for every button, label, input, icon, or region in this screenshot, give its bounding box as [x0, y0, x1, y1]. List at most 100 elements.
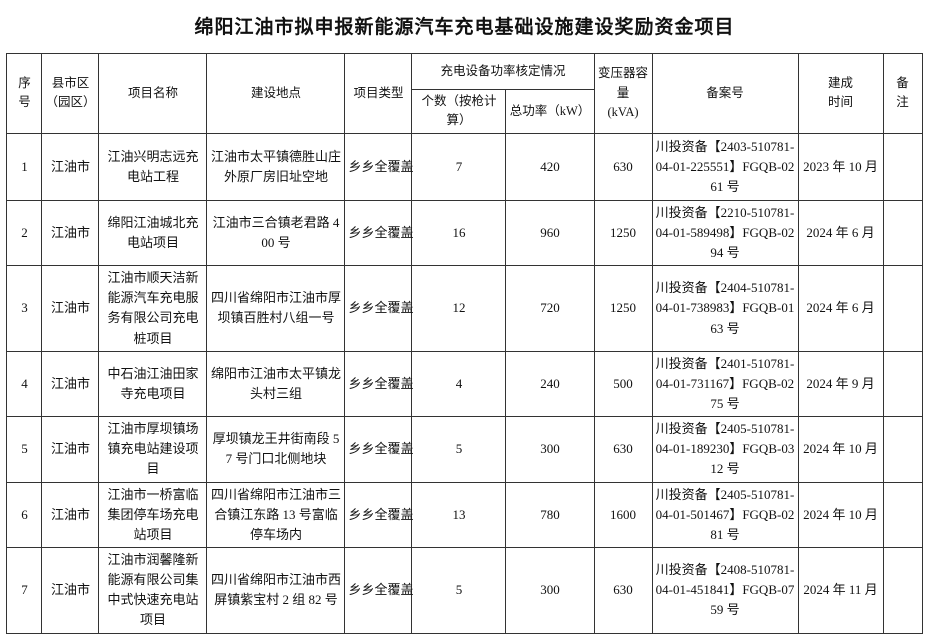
cell-filing-no: 川投资备【2403-510781-04-01-225551】FGQB-0261 …	[651, 132, 799, 201]
cell-completion: 2024 年 10 月	[797, 481, 884, 549]
cell-filing-no: 川投资备【2405-510781-04-01-189230】FGQB-0312 …	[651, 416, 799, 483]
header-location: 建设地点	[206, 53, 346, 134]
cell-transformer: 500	[593, 350, 653, 418]
cell-location: 绵阳市江油市太平镇龙头村三组	[206, 350, 346, 418]
cell-count: 4	[411, 350, 507, 418]
cell-total-power: 300	[505, 547, 595, 634]
cell-completion: 2024 年 6 月	[797, 265, 884, 352]
cell-project-name: 江油兴明志远充电站工程	[98, 132, 208, 201]
cell-total-power: 240	[505, 350, 595, 418]
document-page: 绵阳江油市拟申报新能源汽车充电基础设施建设奖励资金项目 序 号 县市区 （园区）…	[6, 17, 923, 634]
table-body: 1 江油市 江油兴明志远充电站工程 江油市太平镇德胜山庄外原厂房旧址空地 乡乡全覆盖 7 4…	[6, 132, 923, 634]
cell-completion: 2024 年 10 月	[797, 416, 884, 483]
cell-filing-no: 川投资备【2408-510781-04-01-451841】FGQB-0759 …	[651, 547, 799, 634]
cell-serial: 3	[6, 265, 43, 352]
header-transformer: 变压器容量 (kVA)	[593, 53, 653, 134]
table-row: 1 江油市 江油兴明志远充电站工程 江油市太平镇德胜山庄外原厂房旧址空地 乡乡全覆盖 7 4…	[6, 132, 923, 201]
header-count: 个数（按枪计算）	[411, 89, 507, 134]
cell-completion: 2024 年 6 月	[797, 199, 884, 267]
cell-remarks	[882, 265, 923, 352]
cell-count: 5	[411, 547, 507, 634]
cell-location: 四川省绵阳市江油市三合镇江东路 13 号富临停车场内	[206, 481, 346, 549]
cell-serial: 2	[6, 199, 43, 267]
cell-total-power: 780	[505, 481, 595, 549]
cell-project-name: 江油市一桥富临集团停车场充电站项目	[98, 481, 208, 549]
table-row: 4 江油市 中石油江油田家寺充电项目 绵阳市江油市太平镇龙头村三组 乡乡全覆盖 4 240 5…	[6, 350, 923, 418]
header-filing-no: 备案号	[651, 53, 799, 134]
cell-transformer: 630	[593, 547, 653, 634]
cell-count: 7	[411, 132, 507, 201]
header-completion: 建成 时间	[797, 53, 884, 134]
table-row: 6 江油市 江油市一桥富临集团停车场充电站项目 四川省绵阳市江油市三合镇江东路 13 …	[6, 481, 923, 549]
cell-location: 厚坝镇龙王井街南段 57 号门口北侧地块	[206, 416, 346, 483]
cell-project-name: 中石油江油田家寺充电项目	[98, 350, 208, 418]
header-project-name: 项目名称	[98, 53, 208, 134]
cell-total-power: 300	[505, 416, 595, 483]
table-row: 7 江油市 江油市润馨隆新能源有限公司集中式快速充电站项目 四川省绵阳市江油市西屏镇紫…	[6, 547, 923, 634]
cell-remarks	[882, 547, 923, 634]
cell-transformer: 1250	[593, 199, 653, 267]
cell-location: 四川省绵阳市江油市西屏镇紫宝村 2 组 82 号	[206, 547, 346, 634]
cell-county: 江油市	[41, 350, 100, 418]
cell-project-name: 江油市润馨隆新能源有限公司集中式快速充电站项目	[98, 547, 208, 634]
cell-filing-no: 川投资备【2401-510781-04-01-731167】FGQB-0275 …	[651, 350, 799, 418]
cell-project-type: 乡乡全覆盖	[344, 132, 414, 201]
cell-count: 16	[411, 199, 507, 267]
cell-remarks	[882, 481, 923, 549]
cell-county: 江油市	[41, 199, 100, 267]
cell-filing-no: 川投资备【2404-510781-04-01-738983】FGQB-0163 …	[651, 265, 799, 352]
cell-completion: 2024 年 9 月	[797, 350, 884, 418]
cell-remarks	[882, 132, 923, 201]
page-title: 绵阳江油市拟申报新能源汽车充电基础设施建设奖励资金项目	[194, 17, 735, 38]
cell-county: 江油市	[41, 416, 100, 483]
cell-county: 江油市	[41, 132, 100, 201]
cell-serial: 6	[6, 481, 43, 549]
cell-serial: 1	[6, 132, 43, 201]
cell-count: 13	[411, 481, 507, 549]
cell-project-name: 江油市顺天洁新能源汽车充电服务有限公司充电桩项目	[98, 265, 208, 352]
cell-remarks	[882, 350, 923, 418]
cell-serial: 7	[6, 547, 43, 634]
header-total-power: 总功率（kW）	[505, 89, 595, 134]
cell-county: 江油市	[41, 547, 100, 634]
cell-serial: 5	[6, 416, 43, 483]
cell-total-power: 420	[505, 132, 595, 201]
cell-project-type: 乡乡全覆盖	[344, 199, 414, 267]
header-county: 县市区 （园区）	[41, 53, 100, 134]
header-charging-group: 充电设备功率核定情况	[411, 53, 595, 90]
header-serial: 序 号	[6, 53, 43, 134]
cell-total-power: 720	[505, 265, 595, 352]
cell-filing-no: 川投资备【2405-510781-04-01-501467】FGQB-0281 …	[651, 481, 799, 549]
cell-location: 江油市三合镇老君路 400 号	[206, 199, 346, 267]
table-header: 序 号 县市区 （园区） 项目名称 建设地点 项目类型 充电设备功率核定情况 变…	[6, 53, 923, 134]
cell-project-type: 乡乡全覆盖	[344, 350, 414, 418]
cell-project-type: 乡乡全覆盖	[344, 547, 414, 634]
cell-serial: 4	[6, 350, 43, 418]
cell-transformer: 1600	[593, 481, 653, 549]
cell-county: 江油市	[41, 481, 100, 549]
cell-total-power: 960	[505, 199, 595, 267]
cell-filing-no: 川投资备【2210-510781-04-01-589498】FGQB-0294 …	[651, 199, 799, 267]
cell-county: 江油市	[41, 265, 100, 352]
projects-table: 序 号 县市区 （园区） 项目名称 建设地点 项目类型 充电设备功率核定情况 变…	[6, 53, 923, 634]
cell-transformer: 630	[593, 416, 653, 483]
cell-project-name: 江油市厚坝镇场镇充电站建设项目	[98, 416, 208, 483]
cell-project-type: 乡乡全覆盖	[344, 416, 414, 483]
cell-location: 江油市太平镇德胜山庄外原厂房旧址空地	[206, 132, 346, 201]
cell-count: 5	[411, 416, 507, 483]
cell-remarks	[882, 199, 923, 267]
cell-project-type: 乡乡全覆盖	[344, 481, 414, 549]
cell-count: 12	[411, 265, 507, 352]
table-row: 3 江油市 江油市顺天洁新能源汽车充电服务有限公司充电桩项目 四川省绵阳市江油市厚坝镇…	[6, 265, 923, 352]
header-remarks: 备 注	[882, 53, 923, 134]
cell-project-type: 乡乡全覆盖	[344, 265, 414, 352]
header-project-type: 项目类型	[344, 53, 413, 134]
table-row: 5 江油市 江油市厚坝镇场镇充电站建设项目 厚坝镇龙王井街南段 57 号门口北侧地块乡…	[6, 416, 923, 483]
cell-remarks	[882, 416, 923, 483]
cell-project-name: 绵阳江油城北充电站项目	[98, 199, 208, 267]
cell-completion: 2024 年 11 月	[797, 547, 884, 634]
cell-transformer: 630	[593, 132, 653, 201]
cell-location: 四川省绵阳市江油市厚坝镇百胜村八组一号	[206, 265, 346, 352]
cell-completion: 2023 年 10 月	[797, 132, 884, 201]
table-row: 2 江油市 绵阳江油城北充电站项目 江油市三合镇老君路 400 号乡乡全覆盖 16 960…	[6, 199, 923, 267]
